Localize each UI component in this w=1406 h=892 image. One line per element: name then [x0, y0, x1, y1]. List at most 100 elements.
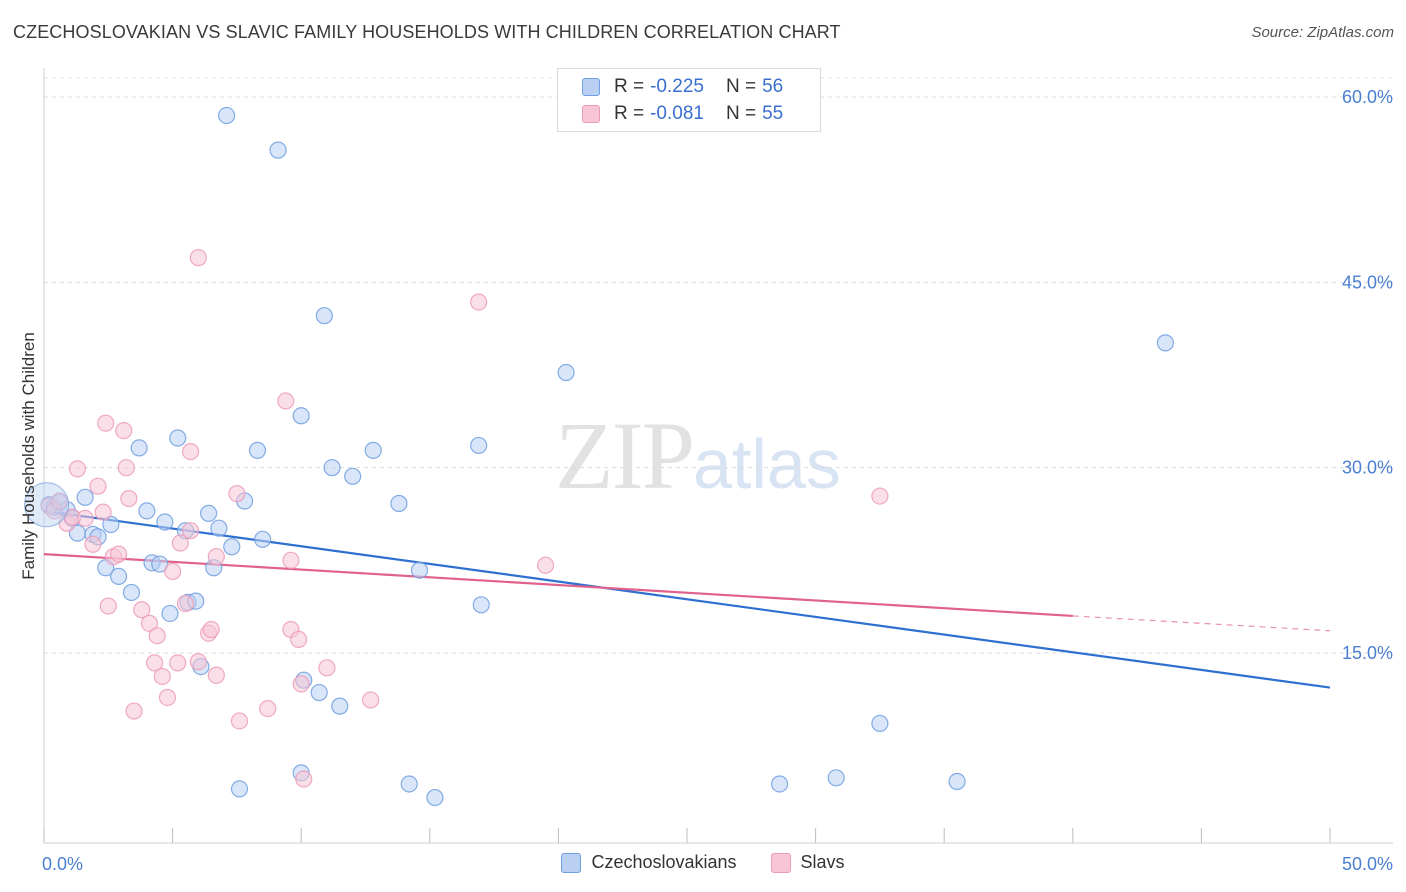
slav-point [109, 545, 128, 563]
y-tick-label: 45.0% [1342, 272, 1393, 292]
legend-n-value: 55 [762, 103, 784, 124]
slav-point [536, 556, 555, 574]
slav-point [171, 534, 189, 552]
y-tick-label: 60.0% [1342, 87, 1393, 107]
czechoslovakian-point [557, 363, 575, 382]
series-legend-label: Slavs [800, 852, 845, 872]
slav-point [318, 659, 336, 677]
slav-point [140, 614, 159, 632]
series-legend-czechoslovakians: Czechoslovakians [561, 852, 737, 873]
slav-point [158, 688, 177, 707]
slav-point [164, 562, 182, 581]
czechoslovakian-trend-line [43, 509, 1331, 689]
slav-point [145, 654, 164, 672]
slav-point [153, 667, 171, 686]
slav-point [282, 551, 300, 569]
legend-n-value: 56 [762, 76, 784, 97]
chart-title: CZECHOSLOVAKIAN VS SLAVIC FAMILY HOUSEHO… [13, 22, 841, 42]
x-tick-label-min: 0.0% [42, 854, 83, 874]
legend-r-value: -0.225 [650, 76, 704, 97]
slav-point [189, 653, 207, 671]
czechoslovakian-point [151, 555, 169, 573]
slav-point [228, 485, 246, 503]
slav-point [182, 443, 200, 461]
czechoslovakian-point [470, 436, 488, 455]
data-points [24, 106, 1174, 807]
y-tick-label: 30.0% [1342, 458, 1393, 478]
slav-point [182, 522, 200, 540]
czechoslovakian-point [410, 561, 429, 579]
czechoslovakian-point [109, 567, 128, 585]
tick-labels: 15.0% 30.0% 45.0% 60.0% 0.0% 50.0% [42, 87, 1393, 874]
czechoslovakian-point [169, 429, 187, 447]
slav-point [125, 702, 143, 720]
czechoslovakian-point [230, 780, 249, 798]
slav-point [207, 666, 225, 684]
series-swatch-czechoslovakians [561, 852, 582, 873]
slav-point [133, 601, 151, 619]
y-axis-label: Family Households with Children [19, 332, 38, 580]
czechoslovakian-point [138, 502, 156, 520]
czechoslovakian-point [130, 439, 148, 457]
slav-point [99, 597, 117, 615]
slav-point [148, 627, 166, 645]
czechoslovakian-point [948, 772, 966, 791]
czechoslovakian-point [292, 407, 310, 425]
czechoslovakian-point [315, 307, 333, 325]
czechoslovakian-point [400, 775, 418, 793]
czechoslovakian-point [1156, 334, 1174, 352]
axes [43, 68, 1393, 844]
series-legend-slavs: Slavs [770, 852, 845, 873]
slav-point [295, 770, 313, 788]
czechoslovakian-point [871, 714, 889, 733]
slav-point [207, 548, 225, 566]
czechoslovakian-point [472, 596, 490, 614]
legend-n-label: N = [725, 103, 757, 124]
slav-point [176, 594, 195, 613]
legend-swatch-slavs [582, 105, 600, 123]
slav-point [230, 712, 249, 730]
czechoslovakian-point [323, 459, 341, 477]
czechoslovakian-point [200, 504, 218, 522]
x-tick-label-max: 50.0% [1342, 854, 1393, 874]
y-tick-label: 15.0% [1342, 643, 1393, 663]
czechoslovakian-point [426, 788, 444, 807]
czechoslovakian-point [269, 141, 287, 159]
slav-point [97, 414, 115, 432]
series-legend-label: Czechoslovakians [591, 852, 737, 872]
slav-point [292, 675, 310, 693]
watermark-atlas: atlas [693, 425, 841, 503]
slav-point [202, 620, 220, 639]
czechoslovakian-point [248, 441, 267, 459]
slav-point [117, 459, 135, 477]
legend-row-czechoslovakians: R = -0.225 N = 56 [582, 75, 783, 99]
czechoslovakian-point [76, 488, 94, 506]
slav-point [290, 630, 308, 649]
slav-point [76, 509, 94, 527]
czechoslovakian-point [210, 519, 228, 537]
czechoslovakian-point [122, 583, 141, 602]
legend-r-label: R = [614, 76, 645, 97]
czechoslovakian-point [770, 775, 789, 793]
czechoslovakian-point [102, 515, 120, 534]
series-legend: Czechoslovakians Slavs [0, 852, 1406, 873]
slav-point [871, 487, 889, 505]
slav-point [277, 392, 295, 410]
czechoslovakian-point [331, 697, 349, 715]
trend-lines [43, 509, 1331, 689]
series-swatch-slavs [770, 852, 791, 873]
slav-point [68, 460, 87, 478]
legend-row-slavs: R = -0.081 N = 55 [582, 102, 783, 126]
czechoslovakian-point [344, 467, 362, 485]
slav-point [84, 535, 102, 553]
czechoslovakian-point [218, 106, 236, 125]
source-credit: Source: ZipAtlas.com [1251, 24, 1394, 41]
slav-trend-line-extrapolated [1072, 615, 1331, 632]
slav-point [50, 492, 69, 510]
czechoslovakian-cluster-point [24, 482, 70, 528]
legend-n-label: N = [725, 76, 757, 97]
legend-swatch-czechoslovakians [582, 78, 600, 96]
slav-point [470, 293, 488, 311]
czechoslovakian-point [827, 769, 845, 787]
